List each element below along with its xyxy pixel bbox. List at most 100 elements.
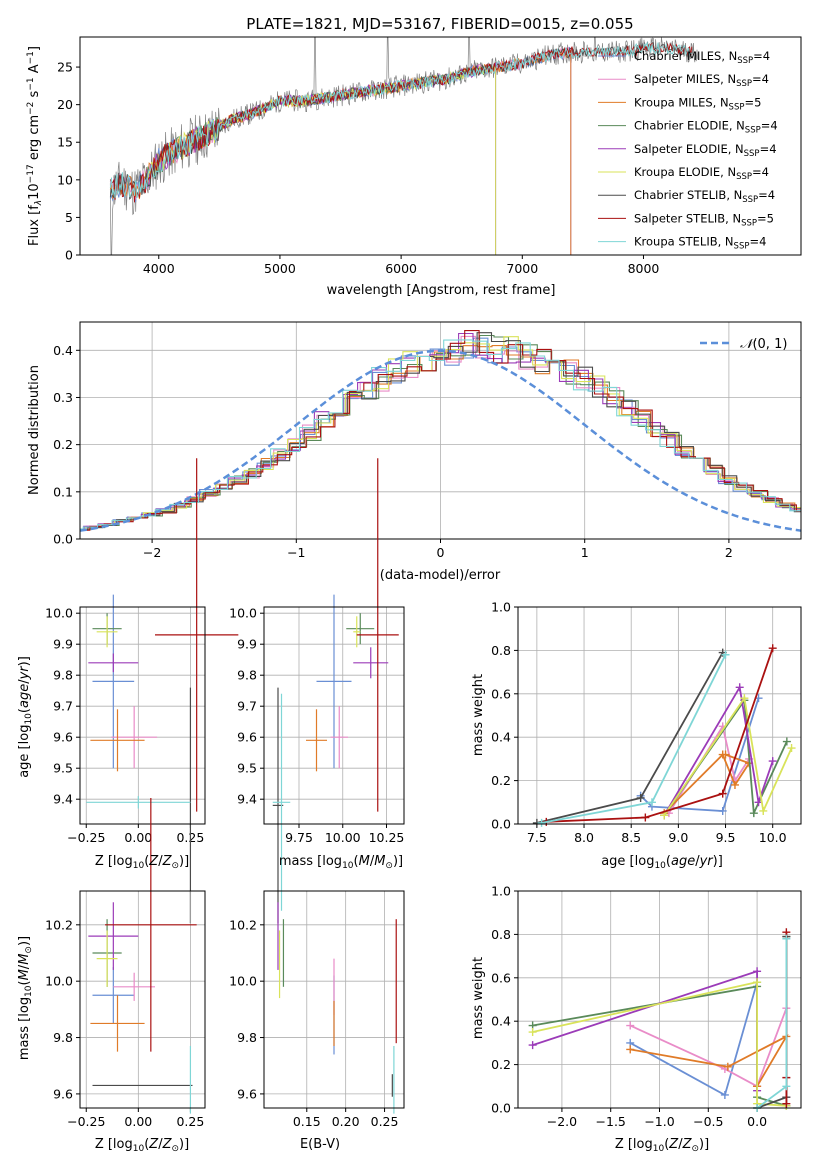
weight-marker (782, 737, 791, 746)
normal-reference-curve (79, 349, 802, 532)
spectrum-legend: Chabrier MILES, NSSP=4 Salpeter MILES, NS… (598, 49, 778, 252)
y-tick-label: 9.6 (237, 1086, 257, 1101)
y-tick-label: 0.1 (53, 484, 73, 499)
weight-marker (759, 806, 768, 815)
legend-label-chabrier-stelib: Chabrier STELIB, NSSP=4 (634, 188, 775, 205)
errorbar-chabrier-miles (92, 967, 135, 1024)
spectrum-ticks: 4000 5000 6000 7000 8000 0 5 10 15 20 25 (57, 60, 659, 276)
errorbar-salpeter-miles (330, 706, 348, 769)
x-tick-label: 10.0 (759, 830, 787, 845)
y-tick-label: 0.3 (53, 390, 73, 405)
legend-label-kroupa-miles: Kroupa MILES, NSSP=5 (634, 95, 761, 112)
y-tick-label: 0.6 (491, 970, 511, 985)
x-tick-label: 6000 (385, 261, 417, 276)
x-tick-label: 10.00 (325, 830, 361, 845)
normal-distribution-label: 𝒩 (740, 337, 757, 352)
small-panel-labels: age [log10(age/yr)] Z [log10(Z/Z⊙)] mass… (17, 656, 723, 1154)
mass-vs-ebv-panel: 0.15 0.20 0.25 9.6 9.8 10.0 10.2 (229, 890, 405, 1129)
y-tick-label: 9.5 (237, 761, 257, 776)
residual-legend: 𝒩(0, 1) (700, 337, 787, 352)
age-vs-mass-panel: 9.75 10.00 10.25 9.4 9.5 9.6 9.7 9.8 9.9 10.0 (229, 458, 405, 924)
y-tick-label: 25 (57, 60, 73, 75)
x-tick-label: 5000 (264, 261, 296, 276)
weight-marker (660, 811, 669, 820)
y-tick-label: 0 (65, 248, 73, 263)
y-tick-label: 0.4 (491, 1014, 511, 1029)
weight-marker (723, 1062, 732, 1071)
y-tick-label: 0.4 (53, 343, 73, 358)
y-tick-label: 5 (65, 210, 73, 225)
residual-grid: −2 −1 0 1 2 0.0 0.1 0.2 0.3 0.4 (53, 322, 801, 560)
y-tick-label: 0.8 (491, 643, 511, 658)
x-tick-label: 7.5 (527, 830, 547, 845)
axes-frame (517, 890, 802, 1109)
weight-marker (721, 750, 730, 759)
errorbar-kroupa-elodie (96, 930, 118, 987)
y-tick-label: 9.8 (53, 1030, 73, 1045)
y-tick-label: 9.6 (53, 1086, 73, 1101)
legend-label-kroupa-elodie: Kroupa ELODIE, NSSP=4 (634, 165, 769, 182)
x-tick-label: 10.25 (369, 830, 405, 845)
errorbar-kroupa-miles (306, 709, 327, 772)
agem-xlabel: mass [log10(M/M⊙)] (279, 854, 403, 871)
weight-marker (528, 1041, 537, 1050)
errorbar-chabrier-miles (92, 594, 135, 769)
errorbar-salpeter-elodie (88, 902, 139, 970)
spectrum-panel: PLATE=1821, MJD=53167, FIBERID=0015, z=0… (26, 15, 802, 298)
weight-series-kroupa-stelib (537, 650, 730, 827)
me-xlabel: E(B-V) (300, 1137, 340, 1152)
y-tick-label: 9.7 (53, 699, 73, 714)
x-tick-label: −1.0 (644, 1114, 674, 1129)
y-tick-label: 9.9 (237, 637, 257, 652)
x-tick-label: 4000 (143, 261, 175, 276)
y-tick-label: 10.0 (229, 974, 257, 989)
errorbar-kroupa-miles (90, 709, 145, 772)
errorbar-salpeter-stelib (155, 458, 239, 812)
model-spectrum-salpeter-stelib (109, 42, 693, 203)
weight-marker (537, 818, 546, 827)
x-tick-label: 8.0 (574, 830, 594, 845)
weight-marker (626, 1021, 635, 1030)
legend-label-chabrier-miles: Chabrier MILES, NSSP=4 (634, 49, 770, 66)
weight-marker (753, 967, 762, 976)
y-tick-label: 0.2 (53, 437, 73, 452)
errorbar-salpeter-elodie (353, 647, 389, 679)
model-spectrum-chabrier-stelib (109, 42, 693, 201)
y-tick-label: 9.8 (237, 668, 257, 683)
x-tick-label: −0.5 (693, 1114, 723, 1129)
weight-marker (749, 809, 758, 818)
y-tick-label: 9.8 (237, 1030, 257, 1045)
weight-marker (626, 1045, 635, 1054)
y-tick-label: 9.4 (53, 792, 73, 807)
spectrum-lines (109, 36, 699, 256)
y-tick-label: 0.0 (491, 1101, 511, 1116)
errorbar-salpeter-miles (113, 972, 155, 1001)
wage-ylabel: mass weight (471, 674, 486, 756)
x-tick-label: 0.00 (124, 830, 152, 845)
spectrum-ylabel: Flux [fλ10−17 erg cm−2 s−1 A−1] (26, 46, 44, 246)
errorbar-chabrier-miles (316, 594, 352, 769)
weight-marker (782, 934, 791, 943)
weight-marker (718, 806, 727, 815)
y-tick-label: 9.6 (53, 730, 73, 745)
y-tick-label: 9.6 (237, 730, 257, 745)
x-tick-label: 0.00 (124, 1114, 152, 1129)
x-tick-label: 0.25 (176, 1114, 204, 1129)
errorbar-salpeter-stelib (356, 458, 399, 812)
errorbar-kroupa-stelib (272, 693, 291, 911)
x-tick-label: −1 (287, 545, 305, 560)
weight-series-salpeter-stelib (542, 644, 777, 826)
weight-vs-age-panel: 7.5 8.0 8.5 9.0 9.5 10.0 0.0 0.2 0.4 0.6 0.8 1.0 (491, 600, 802, 845)
weight-marker (720, 1090, 729, 1099)
weight-marker (768, 644, 777, 653)
x-tick-label: 0.25 (371, 1114, 399, 1129)
wz-ylabel: mass weight (471, 957, 486, 1039)
svg-text:𝒩(0, 1): 𝒩(0, 1) (740, 337, 787, 352)
axes-frame (263, 890, 405, 1109)
weight-marker (782, 1082, 791, 1091)
y-tick-label: 9.5 (53, 761, 73, 776)
errorbar-salpeter-elodie (88, 653, 139, 673)
mass-vs-metallicity-panel: −0.25 0.00 0.25 9.6 9.8 10.0 10.2 (45, 798, 206, 1129)
y-tick-label: 1.0 (491, 884, 511, 899)
